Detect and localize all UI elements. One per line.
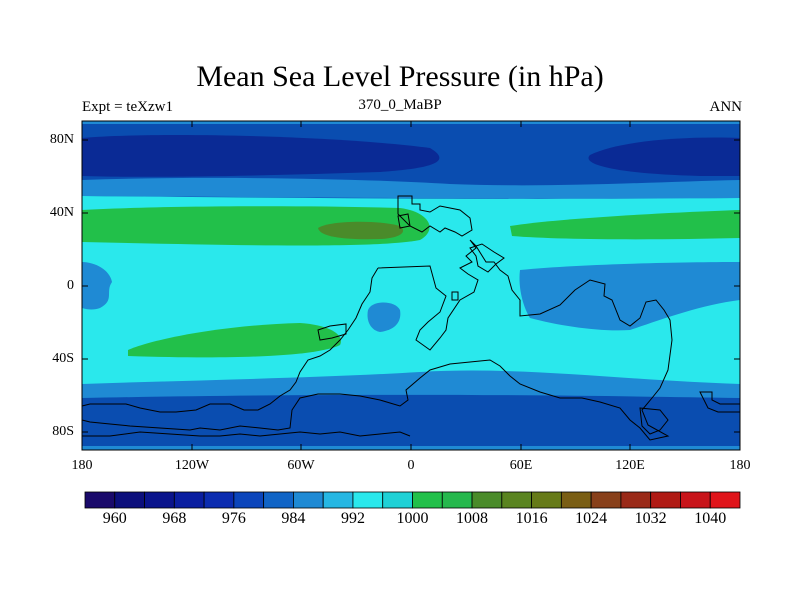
- colorbar-swatch: [501, 491, 532, 509]
- colorbar-swatch: [590, 491, 622, 509]
- subtropical-high-core: [318, 221, 404, 240]
- colorbar-label: 968: [162, 510, 187, 527]
- colorbar-swatch: [114, 491, 145, 509]
- colorbar-swatch: [173, 491, 205, 509]
- colorbar-swatch: [441, 491, 473, 509]
- coastline-west-inlet: [317, 323, 347, 341]
- colorbar-swatch: [203, 491, 235, 509]
- colorbar-label: 992: [340, 510, 365, 527]
- colorbar-swatch: [322, 491, 354, 509]
- coastlines: [81, 195, 741, 441]
- coastline-south-inner: [82, 431, 411, 437]
- colorbar-swatch: [144, 491, 175, 509]
- arctic-low-west: [82, 135, 440, 177]
- equatorial-low-west: [82, 262, 112, 310]
- colorbar-swatch: [293, 491, 324, 509]
- lon-label-60e: 60E: [509, 458, 533, 473]
- lat-label-40n: 40N: [49, 205, 74, 220]
- coastline-small-island-a: [451, 291, 459, 301]
- colorbar-swatch: [233, 491, 265, 509]
- colorbar-label: 960: [102, 510, 127, 527]
- colorbar-swatch: [709, 491, 741, 509]
- colorbar-label: 1016: [515, 510, 548, 527]
- colorbar-swatch: [412, 491, 443, 509]
- lon-label-120e: 120E: [615, 458, 645, 473]
- coastline-gondwana: [81, 239, 673, 441]
- coastline-north-island: [397, 213, 411, 229]
- colorbar-swatch: [620, 491, 652, 509]
- coastline-east-ridge: [639, 407, 669, 435]
- colorbar-label: 1032: [634, 510, 667, 527]
- axis-ticks: [82, 121, 740, 450]
- subtropical-high-north-east: [510, 210, 740, 240]
- lon-label-0: 0: [407, 458, 415, 473]
- colorbar: [84, 491, 741, 509]
- colorbar-label: 1008: [456, 510, 489, 527]
- lon-label-120w: 120W: [174, 458, 210, 473]
- subtropical-high-south: [128, 323, 341, 358]
- colorbar-label: 1040: [694, 510, 727, 527]
- equatorial-low-center: [367, 302, 401, 332]
- colorbar-swatch: [650, 491, 681, 509]
- colorbar-swatch: [531, 491, 562, 509]
- map-title: Mean Sea Level Pressure (in hPa): [196, 60, 604, 93]
- colorbar-swatch: [680, 491, 711, 509]
- experiment-label: Expt = teXzw1: [82, 99, 173, 115]
- period-label: 370_0_MaBP: [358, 97, 442, 113]
- colorbar-swatch: [84, 491, 116, 509]
- band-subpolar-north: [82, 177, 740, 199]
- lon-label-60w: 60W: [287, 458, 315, 473]
- colorbar-swatch: [382, 491, 413, 509]
- lon-label-180e: 180: [729, 458, 751, 473]
- colorbar-label: 984: [281, 510, 306, 527]
- colorbar-label: 1000: [396, 510, 429, 527]
- band-southern-ocean: [82, 398, 740, 446]
- colorbar-swatch: [560, 491, 592, 509]
- lat-label-80n: 80N: [49, 132, 74, 147]
- arctic-low-east: [588, 137, 740, 176]
- coastline-north-continent: [397, 195, 473, 237]
- colorbar-swatch: [471, 491, 503, 509]
- coastline-gondwana-west: [81, 267, 379, 413]
- season-label: ANN: [709, 99, 743, 115]
- lat-label-80s: 80S: [52, 424, 74, 439]
- colorbar-swatch: [352, 491, 384, 509]
- colorbar-label: 976: [221, 510, 246, 527]
- colorbar-swatch: [263, 491, 294, 509]
- lon-label-180w: 180: [71, 458, 93, 473]
- band-subpolar-south: [82, 370, 740, 398]
- lat-label-40s: 40S: [52, 351, 74, 366]
- lat-label-0: 0: [67, 278, 74, 293]
- colorbar-label: 1024: [575, 510, 608, 527]
- equatorial-low-east: [519, 262, 740, 331]
